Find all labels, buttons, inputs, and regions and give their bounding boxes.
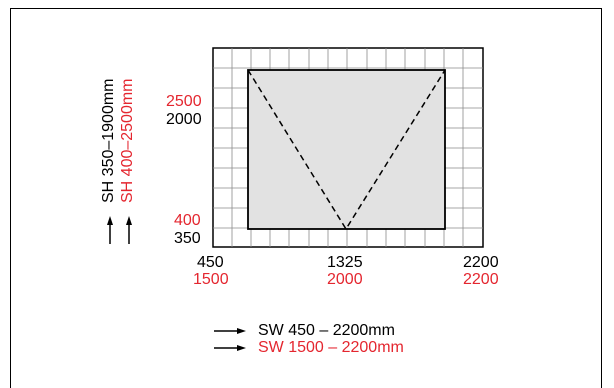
diagram-frame <box>10 8 602 388</box>
tick-x-red-1: 1500 <box>193 271 229 288</box>
diagram-canvas <box>107 47 484 351</box>
legend-black-label: SW 450 – 2200mm <box>258 322 395 339</box>
arrow-icon <box>214 345 246 351</box>
legend-red-label: SW 1500 – 2200mm <box>258 339 404 356</box>
tick-x-red-2: 2000 <box>327 271 363 288</box>
arrow-icon <box>126 216 132 244</box>
tick-top-red: 2500 <box>166 93 202 110</box>
tick-top-black: 2000 <box>166 111 202 128</box>
opening-triangle <box>247 69 446 231</box>
vertical-range-label-red: SH 400–2500mm <box>119 78 136 203</box>
vertical-range-label-black: SH 350–1900mm <box>100 78 117 203</box>
tick-x-black-1: 450 <box>197 254 224 271</box>
arrow-icon <box>214 328 246 334</box>
tick-bottom-black: 350 <box>174 230 201 247</box>
tick-bottom-red: 400 <box>174 212 201 229</box>
tick-x-black-3: 2200 <box>463 254 499 271</box>
arrow-icon <box>107 216 113 244</box>
blind-panel <box>247 69 446 230</box>
tick-x-red-3: 2200 <box>463 271 499 288</box>
tick-x-black-2: 1325 <box>327 254 363 271</box>
